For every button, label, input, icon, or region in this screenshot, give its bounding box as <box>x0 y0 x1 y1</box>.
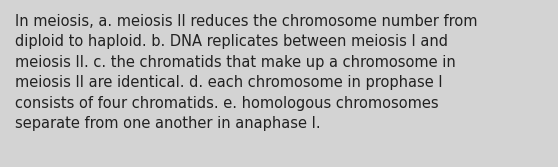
Text: In meiosis, a. meiosis II reduces the chromosome number from
diploid to haploid.: In meiosis, a. meiosis II reduces the ch… <box>15 14 478 131</box>
